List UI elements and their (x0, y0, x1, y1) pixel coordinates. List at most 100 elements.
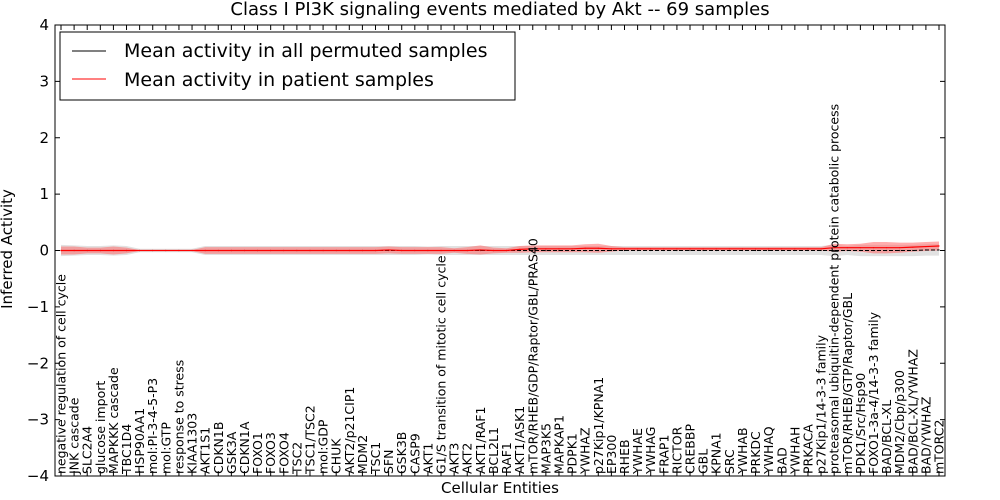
x-tick-label: mTOR/RHEB/GDP/Raptor/GBL/PRAS40 (525, 238, 540, 474)
x-tick-label: TSC2 (289, 442, 304, 475)
x-tick-label: RAF1 (499, 442, 514, 474)
data-point-patient (374, 249, 377, 252)
y-tick-label: 3 (39, 72, 49, 90)
data-point-patient (899, 247, 901, 249)
data-point-patient (650, 248, 652, 250)
data-point-patient (741, 248, 744, 250)
x-tick-label: mol:GDP (316, 419, 331, 474)
data-point-permuted (702, 249, 704, 252)
data-point-permuted (807, 249, 809, 252)
data-point-patient (361, 249, 363, 252)
data-point-patient (466, 249, 468, 252)
x-tick-label: YWHAQ (761, 426, 776, 475)
x-tick-label: FOXO1 (250, 432, 265, 474)
data-point-patient (230, 249, 232, 252)
data-point-patient (768, 248, 770, 250)
x-tick-label: MAP3K5 (538, 423, 553, 474)
data-point-permuted (571, 249, 573, 252)
x-tick-label: negative regulation of cell cycle (54, 274, 69, 474)
x-tick-label: YWHAG (643, 427, 658, 475)
x-tick-label: FOXO3 (263, 432, 278, 474)
data-point-patient (676, 248, 678, 250)
legend: Mean activity in all permuted samples Me… (59, 31, 516, 101)
x-tick-label: EP300 (604, 435, 619, 474)
data-point-permuted (768, 249, 770, 252)
x-tick-label: MAPKKK cascade (106, 367, 121, 474)
x-tick-label: PRKACA (800, 424, 815, 474)
x-tick-label: CDKN1A (237, 421, 252, 474)
data-point-permuted (610, 249, 612, 252)
x-tick-label: PDPK1 (565, 433, 580, 474)
data-point-permuted (781, 249, 783, 252)
data-point-patient (256, 249, 259, 252)
data-point-permuted (859, 249, 861, 252)
data-point-patient (152, 249, 154, 252)
x-tick-label: YWHAE (630, 428, 645, 475)
data-point-permuted (885, 249, 888, 252)
data-point-patient (427, 249, 429, 252)
data-point-permuted (676, 249, 678, 252)
data-point-patient (492, 249, 495, 252)
x-tick-label: G1/S transition of mitotic cell cycle (434, 255, 449, 474)
x-tick-label: AKT1/ASK1 (512, 406, 527, 474)
x-tick-label: BAD/BCL-XL/YWHAZ (905, 349, 920, 474)
x-tick-label: AKT2/p21CIP1 (342, 387, 357, 474)
x-tick-label: HSP90AA1 (132, 408, 147, 474)
x-tick-label: AKT1 (420, 443, 435, 474)
y-tick-label: −4 (27, 467, 49, 485)
x-tick-label: YWHAH (787, 427, 802, 475)
data-point-patient (532, 248, 534, 250)
data-point-permuted (623, 249, 626, 252)
data-point-patient (794, 248, 796, 250)
y-tick-label: −1 (27, 298, 49, 316)
x-tick-label: p27Kip1/14-3-3 family (814, 334, 829, 474)
y-tick-label: 1 (39, 185, 49, 203)
legend-label-permuted: Mean activity in all permuted samples (124, 40, 487, 62)
x-tick-label: KIAA1303 (185, 413, 200, 474)
data-point-permuted (584, 249, 586, 252)
data-point-patient (401, 249, 403, 252)
legend-label-patient: Mean activity in patient samples (124, 69, 434, 91)
x-tick-label: glucose import (93, 381, 108, 474)
x-tick-label: SRC (722, 449, 737, 474)
data-point-permuted (899, 249, 901, 252)
series-lines (60, 245, 940, 252)
data-point-patient (139, 249, 141, 252)
data-point-patient (938, 245, 940, 247)
x-tick-label: YWHAB (735, 427, 750, 475)
x-tick-label: JNK cascade (67, 397, 82, 475)
data-point-permuted (820, 249, 822, 252)
data-point-permuted (663, 249, 665, 252)
data-point-patient (623, 248, 626, 250)
x-tick-label: p27Kip1/KPNA1 (591, 377, 606, 474)
data-point-permuted (833, 249, 835, 252)
data-point-permuted (558, 249, 560, 252)
data-point-permuted (519, 249, 521, 252)
data-point-patient (165, 249, 167, 252)
data-point-patient (702, 248, 704, 250)
band-patient (61, 241, 939, 255)
x-tick-label: BAD/YWHAZ (918, 397, 933, 474)
data-point-permuted (545, 249, 547, 252)
data-point-patient (479, 249, 481, 251)
data-point-patient (584, 247, 586, 249)
data-point-patient (309, 249, 311, 252)
data-point-patient (820, 248, 822, 250)
x-tick-label: PDK1/Src/Hsp90 (853, 373, 868, 474)
data-point-patient (558, 248, 560, 250)
y-axis-label: Inferred Activity (0, 189, 16, 309)
data-point-patient (414, 249, 416, 252)
data-point-patient (191, 249, 193, 252)
x-tick-label: FOXO1-3a-4/14-3-3 family (866, 311, 881, 474)
data-point-patient (505, 249, 508, 252)
y-tick-label: 0 (39, 242, 49, 260)
data-point-patient (689, 248, 691, 250)
data-point-patient (715, 248, 717, 250)
x-tick-label: AKT3 (447, 443, 462, 474)
x-tick-label: response to stress (171, 360, 186, 474)
data-point-permuted (689, 249, 691, 252)
data-point-patient (781, 248, 783, 250)
x-tick-label: FOXO4 (276, 432, 291, 474)
data-point-permuted (754, 249, 757, 252)
